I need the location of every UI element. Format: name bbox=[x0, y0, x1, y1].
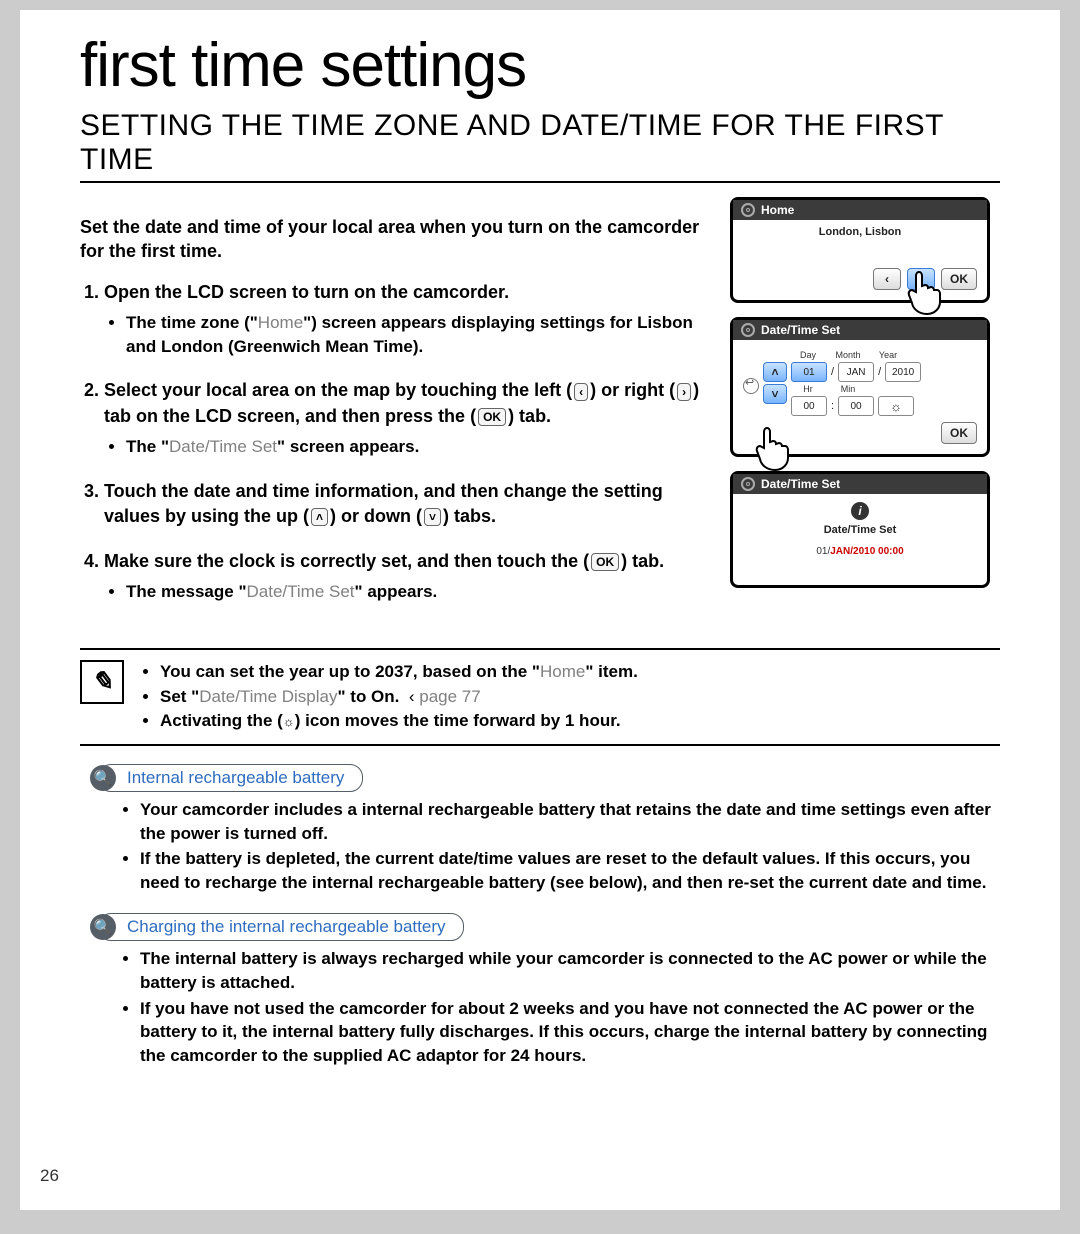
step-2-sub: The "Date/Time Set" screen appears. bbox=[126, 435, 712, 459]
home-left-button[interactable]: ‹ bbox=[873, 268, 901, 290]
step-1: Open the LCD screen to turn on the camco… bbox=[104, 280, 712, 359]
step-4-sub: The message "Date/Time Set" appears. bbox=[126, 580, 712, 604]
down-icon: ˅ bbox=[424, 508, 441, 526]
dt-year[interactable]: 2010 bbox=[885, 362, 921, 382]
home-right-button[interactable]: › bbox=[907, 268, 935, 290]
screen-datetime-confirm: Date/Time Set i Date/Time Set 01/JAN/201… bbox=[730, 471, 990, 588]
note-1: You can set the year up to 2037, based o… bbox=[160, 660, 638, 685]
gear-icon bbox=[741, 203, 755, 217]
gear-icon bbox=[741, 477, 755, 491]
pill-charging-battery: 🔍 Charging the internal rechargeable bat… bbox=[90, 913, 1030, 941]
dt-day[interactable]: 01 bbox=[791, 362, 827, 382]
notes-list: You can set the year up to 2037, based o… bbox=[140, 660, 638, 734]
dt-hr[interactable]: 00 bbox=[791, 396, 827, 416]
magnifier-icon: 🔍 bbox=[90, 765, 116, 791]
step-1-sub: The time zone ("Home") screen appears di… bbox=[126, 311, 712, 359]
gear-icon bbox=[741, 323, 755, 337]
confirm-msg: Date/Time Set bbox=[743, 524, 977, 536]
dt-down-button[interactable]: ˅ bbox=[763, 384, 787, 404]
return-icon[interactable] bbox=[743, 378, 759, 394]
ok-icon: OK bbox=[591, 553, 619, 571]
note-icon: ✎ bbox=[80, 660, 124, 704]
right-icon: › bbox=[677, 383, 691, 401]
section-heading: SETTING THE TIME ZONE AND DATE/TIME FOR … bbox=[80, 109, 1000, 183]
confirm-value: 01/JAN/2010 00:00 bbox=[743, 546, 977, 557]
charging-bullets: The internal battery is always recharged… bbox=[120, 947, 1000, 1068]
magnifier-icon: 🔍 bbox=[90, 914, 116, 940]
dt-up-button[interactable]: ˄ bbox=[763, 362, 787, 382]
page-title: first time settings bbox=[80, 30, 1000, 101]
dt-month[interactable]: JAN bbox=[838, 362, 874, 382]
dt-ok-button[interactable]: OK bbox=[941, 422, 977, 444]
steps-list: Open the LCD screen to turn on the camco… bbox=[80, 280, 712, 604]
step-2: Select your local area on the map by tou… bbox=[104, 378, 712, 458]
dt-min[interactable]: 00 bbox=[838, 396, 874, 416]
step-4: Make sure the clock is correctly set, an… bbox=[104, 549, 712, 604]
page-number: 26 bbox=[40, 1166, 59, 1186]
step-3: Touch the date and time information, and… bbox=[104, 479, 712, 529]
home-city-label: London, Lisbon bbox=[743, 226, 977, 238]
dst-icon: ☼ bbox=[283, 714, 295, 729]
screen-home: Home London, Lisbon ‹ › OK bbox=[730, 197, 990, 303]
screens-column: Home London, Lisbon ‹ › OK Date/Time Set bbox=[730, 197, 1000, 624]
instructions-column: Set the date and time of your local area… bbox=[80, 197, 712, 624]
left-icon: ‹ bbox=[574, 383, 588, 401]
pill-internal-battery: 🔍 Internal rechargeable battery bbox=[90, 764, 1030, 792]
home-ok-button[interactable]: OK bbox=[941, 268, 977, 290]
info-icon: i bbox=[851, 502, 869, 520]
note-3: Activating the (☼) icon moves the time f… bbox=[160, 709, 638, 734]
up-icon: ˄ bbox=[311, 508, 328, 526]
note-2: Set "Date/Time Display" to On. ‹ page 77 bbox=[160, 685, 638, 710]
manual-page: first time settings SETTING THE TIME ZON… bbox=[20, 10, 1060, 1210]
battery-bullets: Your camcorder includes a internal recha… bbox=[120, 798, 1000, 895]
intro-text: Set the date and time of your local area… bbox=[80, 215, 712, 264]
ok-icon: OK bbox=[478, 408, 506, 426]
dst-icon[interactable]: ☼ bbox=[878, 396, 914, 416]
screen-datetime-set: Date/Time Set ˄ ˅ Day Month Year bbox=[730, 317, 990, 457]
